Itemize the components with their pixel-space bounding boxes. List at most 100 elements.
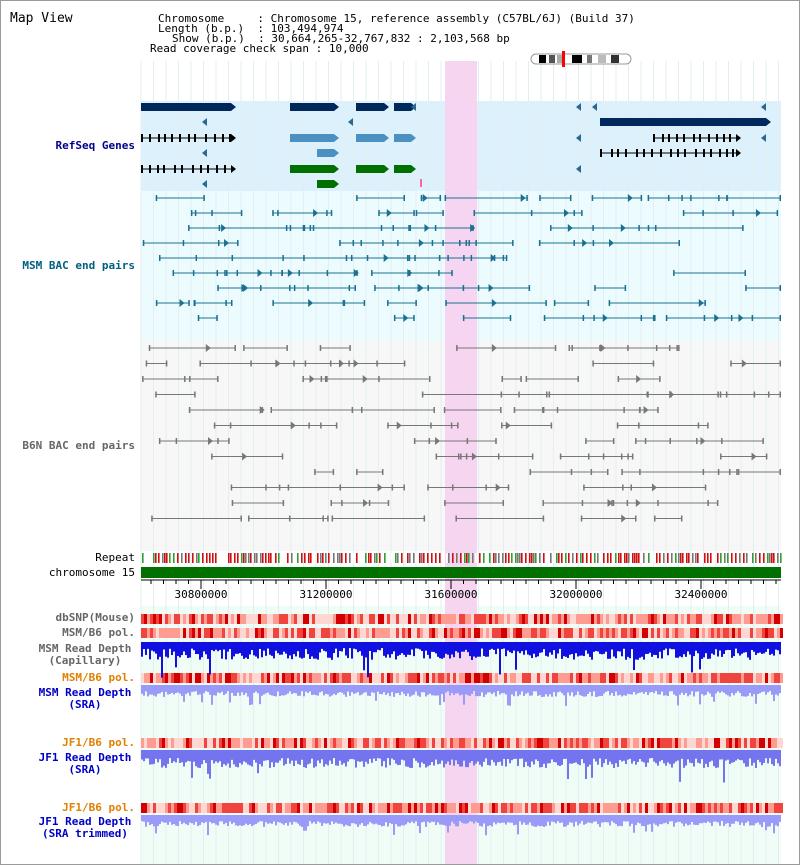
depth-bar: [551, 642, 553, 655]
track-label-msm-bac[interactable]: MSM BAC end pairs: [22, 259, 135, 272]
depth-bar: [509, 815, 511, 823]
depth-bar: [409, 642, 411, 655]
bac-arrow-icon: [751, 452, 757, 461]
heatmap-cell: [570, 614, 573, 624]
depth-bar: [327, 815, 329, 824]
depth-bar: [447, 750, 449, 762]
heatmap-cell: [393, 673, 396, 683]
msm-bac-track[interactable]: [142, 194, 781, 322]
heatmap-cell: [492, 628, 495, 638]
track-label-jf1-depth-sra: JF1 Read Depth (SRA): [38, 751, 132, 776]
repeat-element: [580, 553, 582, 563]
heatmap-cell: [669, 803, 672, 813]
heatmap-cell: [537, 628, 540, 638]
heatmap-cell: [162, 803, 165, 813]
heatmap-cell: [429, 628, 432, 638]
depth-bar: [665, 685, 667, 696]
bac-end: [639, 407, 641, 413]
heatmap-cell: [597, 803, 600, 813]
repeat-element: [686, 553, 688, 563]
depth-bar: [765, 815, 767, 831]
repeat-element: [525, 553, 527, 563]
bac-end: [216, 270, 219, 276]
heatmap-cell: [621, 614, 624, 624]
depth-bar: [653, 815, 655, 824]
depth-bar: [189, 750, 191, 762]
repeat-track[interactable]: [142, 553, 782, 563]
depth-bar: [275, 685, 277, 697]
chromosome-ideogram[interactable]: [530, 51, 632, 67]
track-label-b6n-bac[interactable]: B6N BAC end pairs: [22, 439, 135, 452]
heatmap-cell: [552, 738, 555, 748]
bac-end: [213, 422, 216, 429]
bac-end: [282, 500, 285, 506]
depth-bar: [607, 750, 609, 765]
depth-bar: [629, 750, 631, 759]
depth-bar: [775, 642, 777, 650]
gene-block: [356, 134, 384, 142]
heatmap-cell: [228, 673, 231, 683]
depth-bar: [415, 750, 417, 761]
depth-bar: [383, 642, 385, 656]
heatmap-cell: [504, 673, 507, 683]
depth-bar: [257, 642, 259, 659]
depth-bar: [147, 642, 149, 649]
depth-bar: [307, 685, 309, 693]
selected-region-highlight[interactable]: [445, 61, 477, 864]
depth-bar: [529, 750, 531, 768]
heatmap-cell: [282, 803, 285, 813]
heatmap-cell: [288, 738, 291, 748]
depth-bar: [337, 750, 339, 766]
depth-bar: [649, 642, 651, 653]
depth-bar: [401, 750, 403, 760]
repeat-element: [452, 553, 454, 563]
depth-bar: [663, 642, 665, 651]
repeat-element: [241, 553, 243, 563]
heatmap-cell: [162, 673, 165, 683]
depth-bar: [219, 642, 221, 651]
depth-bar: [223, 642, 225, 650]
heatmap-cell: [228, 628, 231, 638]
repeat-element: [376, 553, 378, 563]
depth-bar: [407, 685, 409, 694]
heatmap-cell: [597, 673, 600, 683]
depth-bar: [249, 685, 251, 705]
depth-bar: [463, 642, 465, 652]
track-label-refseq[interactable]: RefSeq Genes: [55, 139, 135, 152]
bac-end: [512, 240, 514, 246]
depth-bar: [661, 685, 663, 692]
depth-bar: [685, 750, 687, 766]
depth-bar: [771, 750, 773, 765]
depth-bar: [549, 815, 551, 826]
depth-bar: [743, 685, 745, 697]
bac-end: [435, 453, 438, 460]
b6n-bac-track[interactable]: [142, 344, 781, 523]
depth-bar: [395, 750, 397, 764]
repeat-element: [224, 553, 226, 563]
repeat-element: [558, 553, 560, 563]
refseq-genes-track[interactable]: [141, 103, 771, 188]
depth-bar: [467, 815, 469, 824]
repeat-element: [339, 553, 341, 563]
bac-end: [250, 360, 252, 367]
bac-arrow-icon: [396, 421, 402, 430]
bac-end: [495, 438, 497, 444]
depth-bar: [587, 815, 589, 823]
depth-bar: [597, 642, 599, 652]
heatmap-cell: [567, 803, 570, 813]
heatmap-cell: [627, 738, 630, 748]
depth-bar: [753, 685, 755, 695]
heatmap-cell: [390, 738, 393, 748]
chromosome-bar[interactable]: [141, 567, 781, 578]
heatmap-cell: [462, 738, 465, 748]
heatmap-cell: [645, 803, 648, 813]
heatmap-cell: [474, 803, 477, 813]
depth-bar: [309, 642, 311, 659]
depth-bar: [269, 815, 271, 824]
heatmap-cell: [687, 803, 690, 813]
repeat-element: [517, 553, 519, 563]
depth-bar: [211, 642, 213, 651]
heatmap-cell: [483, 614, 486, 624]
depth-bar: [409, 685, 411, 697]
